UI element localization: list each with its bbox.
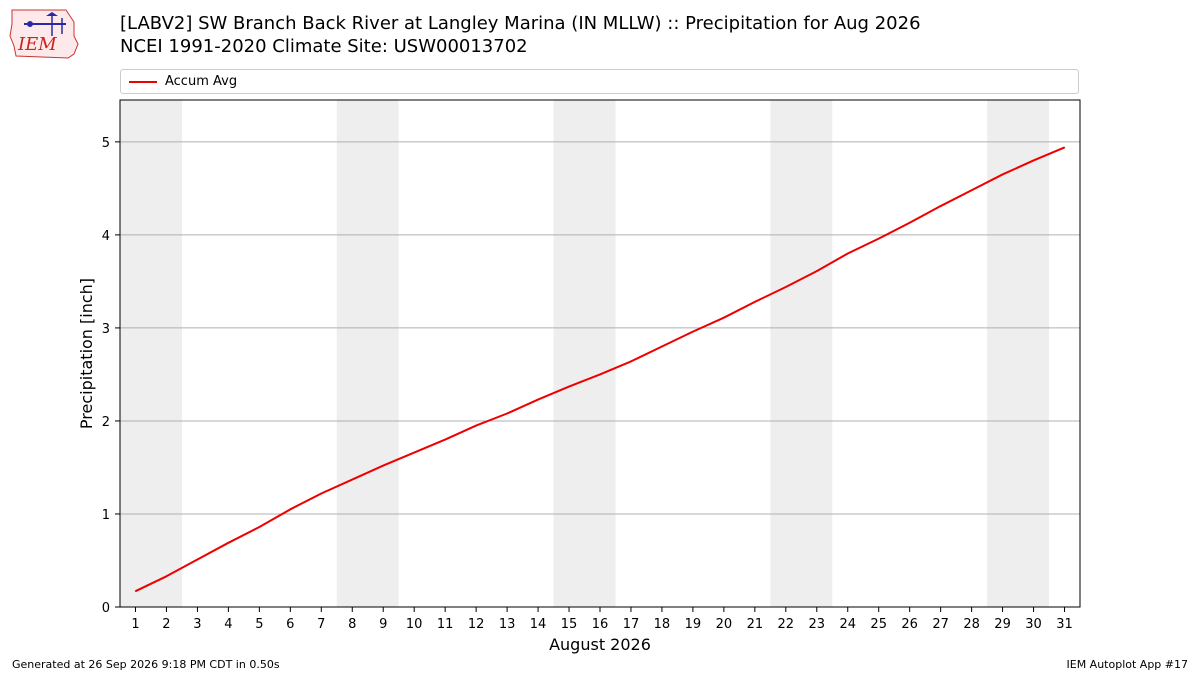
xtick-label-10: 10: [406, 617, 423, 632]
weekend-band-3: [553, 100, 616, 607]
chart-title: [LABV2] SW Branch Back River at Langley …: [120, 12, 921, 58]
xtick-label-24: 24: [839, 617, 856, 632]
data-point-day-28: [971, 189, 973, 191]
xtick-label-8: 8: [348, 617, 356, 632]
data-point-day-6: [289, 508, 291, 510]
xtick-label-13: 13: [499, 617, 516, 632]
iem-logo: IEM: [9, 9, 79, 59]
data-point-day-25: [878, 238, 880, 240]
weekend-band-2: [336, 100, 399, 607]
ytick-label-2: 2: [102, 415, 110, 430]
xtick-label-19: 19: [685, 617, 702, 632]
data-point-day-13: [506, 412, 508, 415]
xtick-label-7: 7: [317, 617, 325, 632]
xtick-label-23: 23: [809, 617, 826, 632]
y-axis-label: Precipitation [inch]: [77, 278, 96, 429]
data-point-day-19: [692, 331, 694, 333]
data-point-day-20: [723, 317, 725, 319]
plot-frame: [119, 99, 1081, 608]
data-point-day-17: [630, 360, 632, 363]
data-point-day-4: [227, 542, 229, 544]
legend-swatch-accum-avg: [129, 81, 157, 83]
data-point-day-31: [1063, 146, 1066, 149]
xtick-label-16: 16: [592, 617, 609, 632]
ytick-label-3: 3: [102, 322, 110, 337]
data-point-day-22: [785, 286, 787, 288]
app-label: IEM Autoplot App #17: [1066, 658, 1189, 671]
weekend-band-4: [770, 100, 833, 607]
data-point-day-21: [754, 301, 756, 303]
ytick-label-0: 0: [102, 601, 110, 616]
legend-label-accum-avg: Accum Avg: [165, 74, 238, 89]
data-point-day-23: [816, 270, 818, 272]
xtick-label-2: 2: [162, 617, 170, 632]
xtick-label-14: 14: [530, 617, 547, 632]
data-point-day-1: [134, 590, 137, 592]
xtick-label-6: 6: [286, 617, 294, 632]
xtick-label-26: 26: [901, 617, 918, 632]
xtick-label-12: 12: [468, 617, 485, 632]
xtick-label-3: 3: [193, 617, 201, 632]
xtick-label-21: 21: [747, 617, 764, 632]
data-point-day-12: [475, 424, 477, 427]
data-point-day-10: [413, 451, 415, 454]
xtick-label-29: 29: [994, 617, 1011, 632]
xtick-label-30: 30: [1025, 617, 1042, 632]
data-point-day-3: [196, 558, 199, 561]
title-line-1: [LABV2] SW Branch Back River at Langley …: [120, 13, 921, 34]
xtick-label-11: 11: [437, 617, 454, 632]
data-point-day-26: [909, 222, 911, 224]
data-point-day-9: [382, 464, 384, 467]
data-point-day-5: [258, 526, 260, 528]
xtick-label-31: 31: [1056, 617, 1073, 632]
data-point-day-14: [537, 398, 539, 401]
data-point-day-27: [940, 205, 942, 207]
logo-text: IEM: [17, 34, 57, 55]
weekend-band-5: [987, 100, 1050, 607]
xtick-label-5: 5: [255, 617, 263, 632]
xtick-label-20: 20: [716, 617, 733, 632]
data-point-day-2: [165, 575, 168, 577]
generated-timestamp: Generated at 26 Sep 2026 9:18 PM CDT in …: [12, 658, 280, 671]
xtick-label-17: 17: [623, 617, 640, 632]
xtick-label-27: 27: [932, 617, 949, 632]
xtick-label-9: 9: [379, 617, 387, 632]
data-point-day-8: [351, 478, 353, 481]
data-point-day-29: [1001, 173, 1004, 176]
weekend-band-1: [120, 100, 182, 607]
data-point-day-18: [661, 345, 663, 348]
data-point-day-15: [568, 385, 570, 388]
xtick-label-25: 25: [870, 617, 887, 632]
xtick-label-28: 28: [963, 617, 980, 632]
ytick-label-1: 1: [102, 508, 110, 523]
xtick-label-4: 4: [224, 617, 232, 632]
data-point-day-11: [444, 438, 446, 441]
ytick-label-4: 4: [102, 229, 110, 244]
xtick-label-1: 1: [131, 617, 139, 632]
ytick-label-5: 5: [102, 136, 110, 151]
data-point-day-30: [1032, 159, 1035, 162]
data-point-day-16: [599, 373, 601, 376]
title-line-2: NCEI 1991-2020 Climate Site: USW00013702: [120, 36, 528, 57]
data-point-day-7: [320, 492, 322, 495]
xtick-label-15: 15: [561, 617, 578, 632]
xtick-label-18: 18: [654, 617, 671, 632]
data-point-day-24: [847, 252, 849, 255]
xtick-label-22: 22: [778, 617, 795, 632]
x-axis-label: August 2026: [549, 635, 651, 654]
legend: Accum Avg: [120, 69, 1079, 94]
